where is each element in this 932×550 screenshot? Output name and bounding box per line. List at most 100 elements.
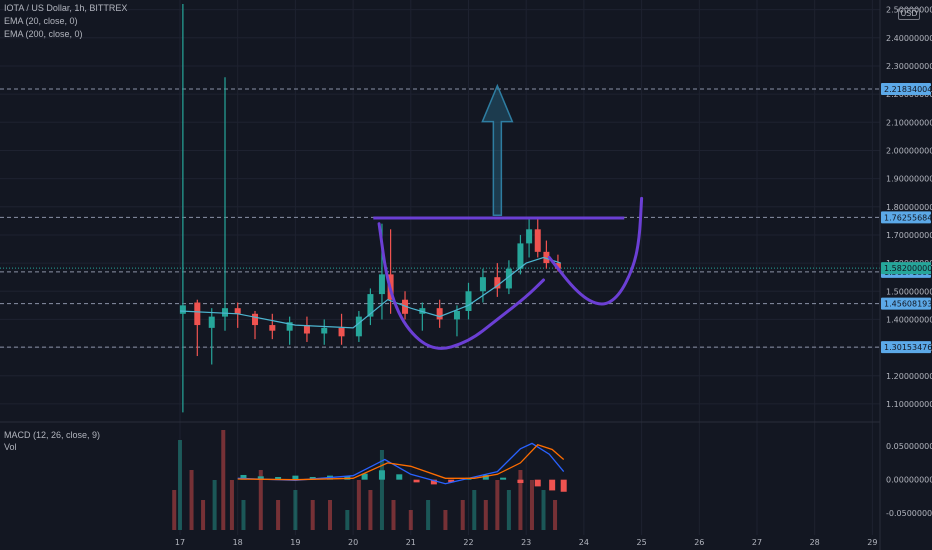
level-badge [881, 82, 931, 95]
candle-body [303, 325, 310, 334]
symbol-legend[interactable]: IOTA / US Dollar, 1h, BITTREX [4, 3, 128, 13]
volume-bar [460, 500, 465, 530]
level-badge-label: 1.30153476 [884, 343, 932, 352]
volume-bar [443, 510, 448, 530]
price-tick-label: 1.20000000 [886, 372, 932, 381]
ema200-legend[interactable]: EMA (200, close, 0) [4, 29, 83, 39]
macd-legend[interactable]: MACD (12, 26, close, 9) [4, 430, 101, 440]
candle-body [505, 268, 512, 289]
level-badge-label: 1.76255684 [884, 213, 932, 222]
volume-bar [172, 490, 177, 530]
time-tick-label: 27 [752, 538, 762, 547]
ema20-legend[interactable]: EMA (20, close, 0) [4, 16, 78, 26]
macd-pane [237, 442, 567, 492]
candle-body [543, 251, 550, 264]
target-arrow [481, 83, 514, 216]
candle-body [194, 302, 201, 326]
macd-histogram-bar [500, 477, 507, 480]
volume-bar [241, 500, 246, 530]
volume-bar [310, 500, 315, 530]
candle-body [534, 229, 541, 252]
volume-bar [212, 480, 217, 530]
candle-body [402, 299, 409, 314]
candle-body [338, 327, 345, 337]
macd-histogram-bar [517, 479, 524, 484]
axes: 1.100000001.200000001.300000001.40000000… [175, 6, 932, 547]
currency-unit-badge[interactable]: USD [898, 8, 920, 20]
volume-bar [221, 430, 226, 530]
time-tick-label: 22 [463, 538, 473, 547]
candle-body [453, 310, 460, 320]
price-candles [179, 4, 561, 413]
macd-histogram-bar [275, 476, 282, 480]
drawing-tools[interactable] [373, 83, 644, 350]
level-badge-label: 2.21834004 [884, 85, 932, 94]
candle-body [526, 229, 533, 244]
time-tick-label: 21 [406, 538, 416, 547]
price-tick-label: 2.00000000 [886, 146, 932, 155]
volume-bar [328, 500, 333, 530]
candle-body [286, 322, 293, 331]
candle-body [269, 325, 276, 331]
level-badge-label: 1.45608193 [884, 300, 932, 309]
volume-bar [495, 480, 500, 530]
price-tick-label: 2.10000000 [886, 118, 932, 127]
candle-body [222, 308, 229, 317]
grid [0, 0, 880, 535]
cup-curve [377, 222, 546, 350]
vol-legend[interactable]: Vol [4, 442, 17, 452]
handle-curve [547, 196, 644, 306]
candle-body [179, 305, 186, 314]
volume-bar [541, 490, 546, 530]
volume-bar [258, 470, 263, 530]
macd-tick-label: -0.05000000 [886, 509, 932, 518]
macd-histogram-bar [292, 475, 299, 480]
candle-body [355, 316, 362, 337]
ema-lines [179, 256, 561, 329]
time-tick-label: 18 [233, 538, 243, 547]
volume-bar [345, 510, 350, 530]
volume-bar [276, 500, 281, 530]
candle-body [517, 243, 524, 269]
macd-histogram-bar [482, 474, 489, 480]
volume-bar [189, 470, 194, 530]
last-price-label: 1.58200000 [884, 264, 932, 273]
macd-histogram-bar [396, 474, 403, 480]
macd-histogram-bar [549, 479, 556, 491]
time-tick-label: 24 [579, 538, 589, 547]
volume-bar [426, 500, 431, 530]
price-tick-label: 1.90000000 [886, 175, 932, 184]
candle-body [321, 327, 328, 334]
volume-bar [506, 490, 511, 530]
candle-body [465, 291, 472, 311]
macd-histogram-bar [413, 479, 420, 483]
macd-histogram-bar [448, 479, 455, 483]
volume-bar [529, 480, 534, 530]
candle-body [436, 308, 443, 320]
price-tick-label: 1.50000000 [886, 287, 932, 296]
level-badge [881, 211, 931, 224]
price-tick-label: 1.80000000 [886, 203, 932, 212]
time-tick-label: 17 [175, 538, 185, 547]
time-tick-label: 20 [348, 538, 358, 547]
price-tick-label: 1.70000000 [886, 231, 932, 240]
candle-body [252, 313, 259, 326]
price-tick-label: 1.10000000 [886, 400, 932, 409]
volume-bar [293, 490, 298, 530]
macd-histogram-bar [430, 479, 437, 485]
volume-bar [379, 450, 384, 530]
volume-bar [229, 480, 234, 530]
volume-bar [178, 440, 182, 530]
volume-bar [391, 500, 396, 530]
time-tick-label: 19 [290, 538, 300, 547]
last-price-badge [881, 262, 931, 275]
volume-bar [483, 500, 488, 530]
time-tick-label: 25 [637, 538, 647, 547]
candle-body [494, 277, 501, 289]
level-badge [881, 297, 931, 310]
price-tick-label: 1.40000000 [886, 315, 932, 324]
macd-histogram-bar [560, 479, 567, 492]
volume-bar [368, 490, 373, 530]
